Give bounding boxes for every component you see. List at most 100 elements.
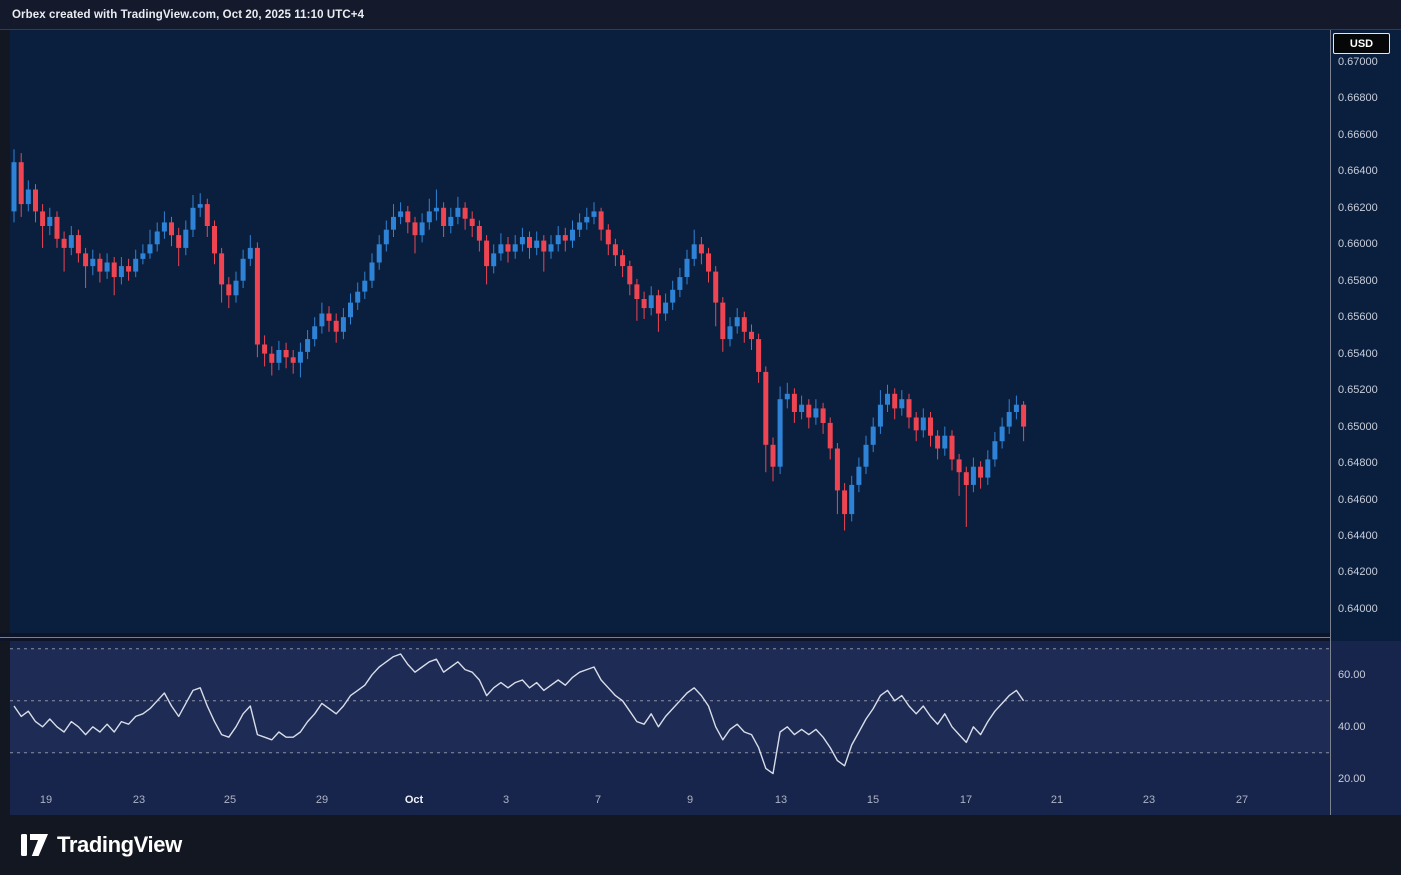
time-axis-label: 25	[223, 794, 237, 806]
candle	[312, 326, 318, 340]
candle	[455, 207, 461, 217]
price-axis-label: 0.65000	[1338, 421, 1378, 433]
candle	[61, 238, 67, 248]
tradingview-wordmark[interactable]: TradingView	[57, 832, 182, 857]
candle	[534, 240, 540, 248]
top-attribution-bar: Orbex created with TradingView.com, Oct …	[0, 0, 1401, 30]
candle	[641, 299, 647, 309]
time-axis-label: 9	[686, 794, 694, 806]
candle	[949, 435, 955, 460]
candle	[33, 189, 38, 212]
candle	[169, 222, 174, 236]
rsi-plot[interactable]	[10, 641, 1330, 788]
candle	[240, 258, 246, 281]
candle	[784, 393, 790, 400]
indicator-pane: 19 23 25 29 Oct 3 7 9 13 15 17 21 23 27	[10, 641, 1330, 815]
candle	[834, 448, 840, 491]
tradingview-logo-icon[interactable]	[21, 834, 48, 856]
price-axis-label: 0.64400	[1338, 530, 1378, 542]
candle	[713, 271, 719, 303]
currency-badge[interactable]: USD	[1333, 33, 1390, 54]
chart-attribution-text: Orbex created with TradingView.com, Oct …	[12, 8, 365, 21]
candle	[913, 417, 919, 431]
rsi-axis-label: 60.00	[1338, 669, 1366, 681]
candle	[25, 189, 31, 205]
time-axis-label: 21	[1050, 794, 1064, 806]
pane-divider-line	[0, 637, 1401, 638]
candle	[462, 207, 468, 219]
price-axis-label: 0.65600	[1338, 311, 1378, 323]
time-axis-label: 17	[959, 794, 973, 806]
candle	[970, 466, 976, 485]
candle	[126, 266, 132, 272]
candle	[620, 255, 626, 267]
candle	[741, 317, 747, 332]
candle	[398, 211, 404, 217]
time-axis-label: 13	[774, 794, 788, 806]
candle	[827, 422, 833, 449]
price-axis-label: 0.65400	[1338, 348, 1378, 360]
candle	[369, 262, 375, 281]
candle	[541, 240, 547, 252]
candle	[555, 235, 561, 245]
candle	[663, 302, 669, 314]
candle	[863, 444, 869, 467]
candle	[176, 235, 182, 248]
candle	[340, 317, 346, 332]
candle	[935, 435, 941, 449]
candle	[40, 211, 46, 226]
candle	[118, 266, 124, 277]
price-axis-label: 0.66600	[1338, 129, 1378, 141]
candle	[591, 211, 597, 217]
candle	[219, 253, 225, 285]
candle	[283, 350, 289, 358]
candle	[104, 262, 110, 272]
candle	[849, 484, 855, 515]
candle	[791, 393, 797, 412]
candle	[305, 339, 311, 352]
time-axis-label: 7	[594, 794, 602, 806]
footer-bar: TradingView	[0, 815, 1401, 875]
candle	[892, 393, 898, 409]
candle	[297, 351, 303, 363]
candle	[548, 244, 554, 252]
rsi-axis-label: 20.00	[1338, 773, 1366, 785]
time-axis-label: 23	[132, 794, 146, 806]
candle	[777, 399, 783, 467]
candle	[197, 204, 203, 208]
price-axis-label: 0.64200	[1338, 566, 1378, 578]
price-axis[interactable]: USD 0.67000 0.66800 0.66600 0.66400 0.66200 0…	[1331, 30, 1401, 815]
candle	[161, 222, 167, 232]
price-axis-label: 0.66800	[1338, 92, 1378, 104]
candle	[577, 222, 583, 230]
candle	[770, 444, 776, 467]
price-axis-label: 0.66400	[1338, 165, 1378, 177]
candle	[756, 339, 762, 372]
candle	[111, 262, 117, 278]
candle	[813, 408, 819, 418]
time-axis-label: 15	[866, 794, 880, 806]
candle	[154, 231, 160, 245]
candle	[999, 426, 1005, 442]
price-plot[interactable]	[10, 30, 1330, 633]
candle	[519, 237, 525, 245]
price-axis-label: 0.66000	[1338, 238, 1378, 250]
candle	[476, 226, 482, 241]
price-axis-label: 0.66200	[1338, 202, 1378, 214]
candle	[133, 258, 139, 272]
candle	[484, 240, 490, 267]
candle	[727, 326, 733, 340]
candle	[147, 244, 153, 254]
candle	[799, 404, 805, 412]
chart-area: 19 23 25 29 Oct 3 7 9 13 15 17 21 23 27 USD 0.67000 0.…	[0, 30, 1401, 815]
candle	[598, 211, 604, 230]
candle	[426, 211, 432, 223]
candle	[269, 353, 275, 363]
candle	[706, 253, 711, 272]
time-axis[interactable]: 19 23 25 29 Oct 3 7 9 13 15 17 21 23 27	[10, 788, 1330, 815]
candle	[1006, 412, 1012, 427]
candle	[11, 162, 17, 212]
candle	[605, 229, 611, 245]
candle	[627, 266, 633, 285]
candle	[491, 253, 497, 267]
